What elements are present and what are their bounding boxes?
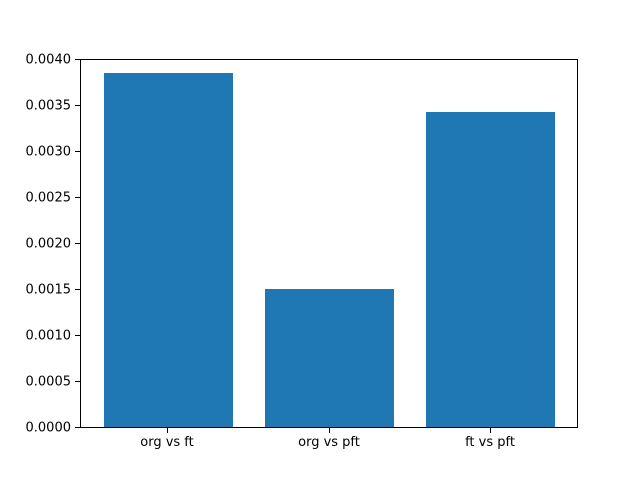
- y-tick-label: 0.0035: [25, 98, 72, 114]
- y-tick-label: 0.0020: [25, 236, 72, 252]
- y-tick-mark: [75, 381, 80, 382]
- y-tick-mark: [75, 105, 80, 106]
- x-tick-label-org-vs-pft: org vs pft: [298, 435, 360, 450]
- plot-area: [80, 59, 578, 428]
- y-tick-label: 0.0000: [25, 420, 72, 436]
- bar-ft-vs-pft: [426, 112, 555, 427]
- y-tick-mark: [75, 243, 80, 244]
- y-tick-mark: [75, 59, 80, 60]
- y-tick-mark: [75, 427, 80, 428]
- x-tick-label-org-vs-ft: org vs ft: [140, 435, 194, 450]
- y-tick-mark: [75, 197, 80, 198]
- y-tick-mark: [75, 335, 80, 336]
- y-tick-mark: [75, 289, 80, 290]
- y-tick-label: 0.0040: [25, 52, 72, 68]
- bar-org-vs-pft: [265, 289, 394, 427]
- x-tick-mark: [329, 428, 330, 433]
- y-tick-label: 0.0025: [25, 190, 72, 206]
- y-tick-label: 0.0015: [25, 282, 72, 298]
- bar-org-vs-ft: [104, 73, 233, 427]
- x-tick-mark: [167, 428, 168, 433]
- x-tick-mark: [490, 428, 491, 433]
- x-tick-label-ft-vs-pft: ft vs pft: [465, 435, 515, 450]
- y-tick-mark: [75, 151, 80, 152]
- y-tick-label: 0.0030: [25, 144, 72, 160]
- y-tick-label: 0.0005: [25, 374, 72, 390]
- y-tick-label: 0.0010: [25, 328, 72, 344]
